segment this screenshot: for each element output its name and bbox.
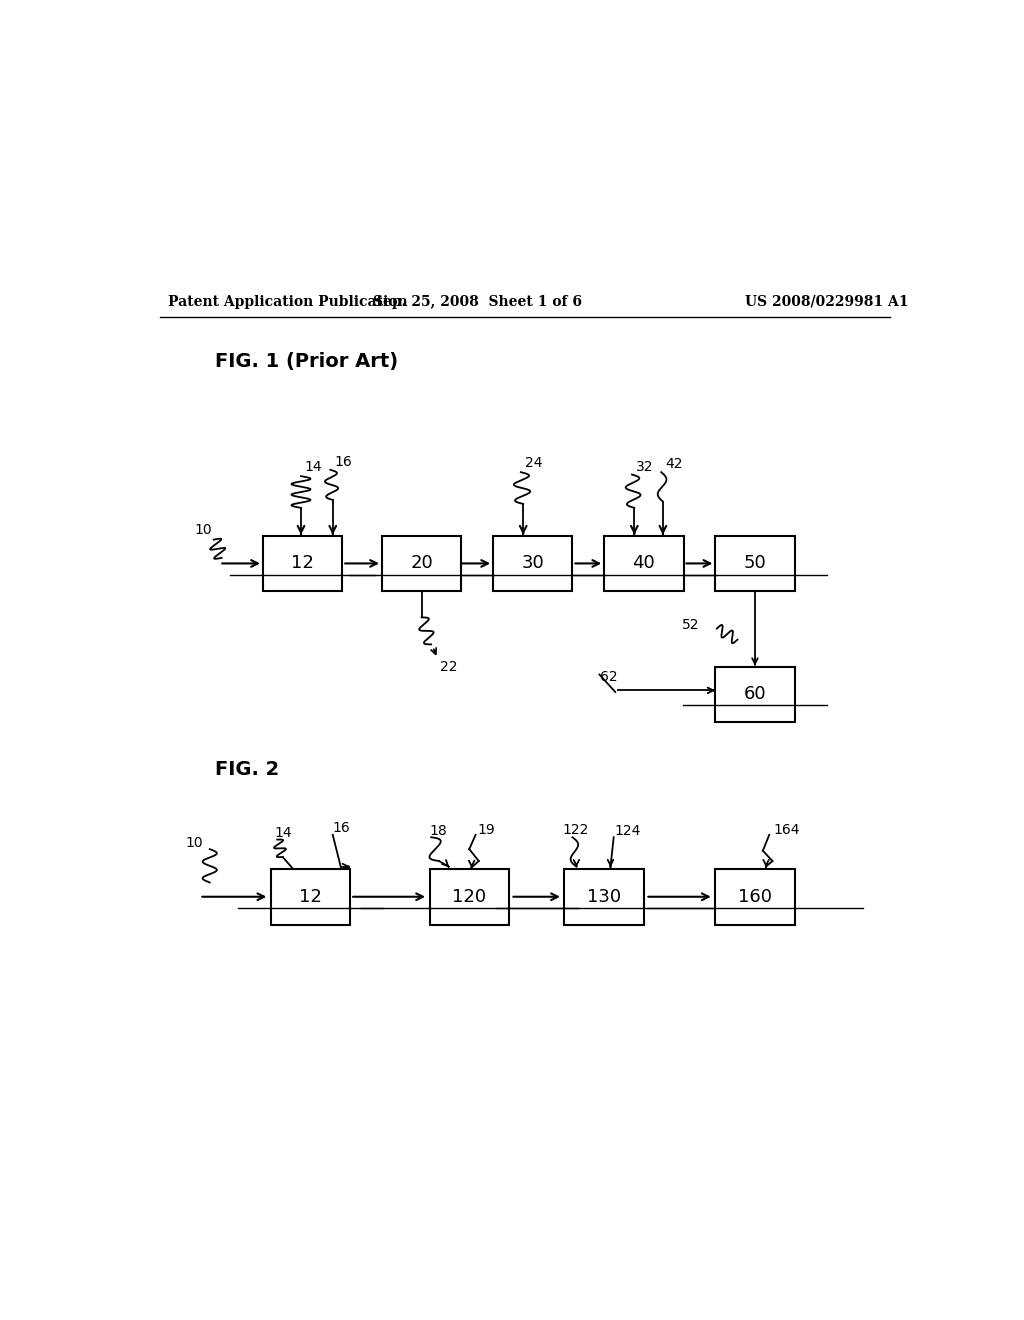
Text: 30: 30 xyxy=(521,554,544,573)
Bar xyxy=(430,869,509,924)
Text: 52: 52 xyxy=(682,618,699,632)
Text: 12: 12 xyxy=(299,888,322,906)
Text: 18: 18 xyxy=(430,824,447,838)
Bar xyxy=(564,869,644,924)
Bar xyxy=(604,536,684,591)
Text: 60: 60 xyxy=(743,685,766,704)
Text: 40: 40 xyxy=(633,554,655,573)
Text: 122: 122 xyxy=(563,824,589,837)
Text: US 2008/0229981 A1: US 2008/0229981 A1 xyxy=(744,294,908,309)
Text: 10: 10 xyxy=(195,523,212,537)
Text: 16: 16 xyxy=(333,821,350,836)
Text: 32: 32 xyxy=(636,459,653,474)
Text: 16: 16 xyxy=(334,455,352,469)
Text: 62: 62 xyxy=(600,671,617,684)
Text: 10: 10 xyxy=(185,836,204,850)
Text: FIG. 2: FIG. 2 xyxy=(215,760,280,779)
Text: 50: 50 xyxy=(743,554,766,573)
Text: Sep. 25, 2008  Sheet 1 of 6: Sep. 25, 2008 Sheet 1 of 6 xyxy=(373,294,582,309)
Bar xyxy=(263,536,342,591)
Text: 124: 124 xyxy=(614,824,641,838)
Text: FIG. 1 (Prior Art): FIG. 1 (Prior Art) xyxy=(215,351,398,371)
Text: 164: 164 xyxy=(773,824,800,837)
Bar xyxy=(494,536,572,591)
Text: 24: 24 xyxy=(524,457,543,470)
Text: 130: 130 xyxy=(587,888,622,906)
Text: Patent Application Publication: Patent Application Publication xyxy=(168,294,408,309)
Text: 42: 42 xyxy=(666,457,683,471)
Text: 14: 14 xyxy=(304,459,322,474)
Bar xyxy=(715,869,795,924)
Text: 19: 19 xyxy=(477,824,495,837)
Bar xyxy=(715,667,795,722)
Text: 22: 22 xyxy=(440,660,458,673)
Bar xyxy=(382,536,461,591)
Text: 160: 160 xyxy=(738,888,772,906)
Bar xyxy=(715,536,795,591)
Text: 20: 20 xyxy=(411,554,433,573)
Text: 120: 120 xyxy=(453,888,486,906)
Text: 14: 14 xyxy=(274,826,293,841)
Bar xyxy=(270,869,350,924)
Text: 12: 12 xyxy=(291,554,314,573)
